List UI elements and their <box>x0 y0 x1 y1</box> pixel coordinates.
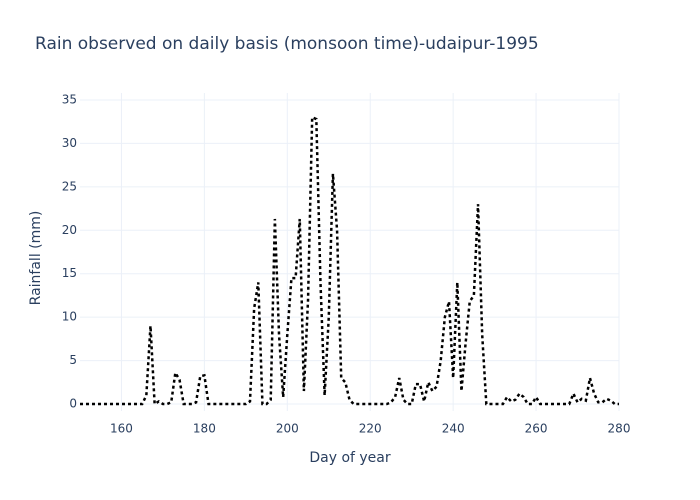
y-tick-label: 15 <box>62 266 77 280</box>
y-tick-label: 35 <box>62 92 77 106</box>
x-tick-label: 220 <box>359 422 382 436</box>
x-tick-label: 200 <box>276 422 299 436</box>
x-axis-title: Day of year <box>309 450 391 466</box>
chart-title: Rain observed on daily basis (monsoon ti… <box>35 34 539 54</box>
rain-line <box>80 115 619 407</box>
x-tick-label: 160 <box>110 422 133 436</box>
y-tick-label: 10 <box>62 310 77 324</box>
x-tick-label: 180 <box>193 422 216 436</box>
y-tick-label: 30 <box>62 136 77 150</box>
x-tick-label: 240 <box>442 422 465 436</box>
y-tick-label: 0 <box>69 397 77 411</box>
x-tick-label: 260 <box>525 422 548 436</box>
y-axis-title: Rainfall (mm) <box>28 211 44 306</box>
x-tick-label: 280 <box>608 422 631 436</box>
y-tick-label: 5 <box>69 353 77 367</box>
y-tick-label: 25 <box>62 179 77 193</box>
y-tick-label: 20 <box>62 223 77 237</box>
